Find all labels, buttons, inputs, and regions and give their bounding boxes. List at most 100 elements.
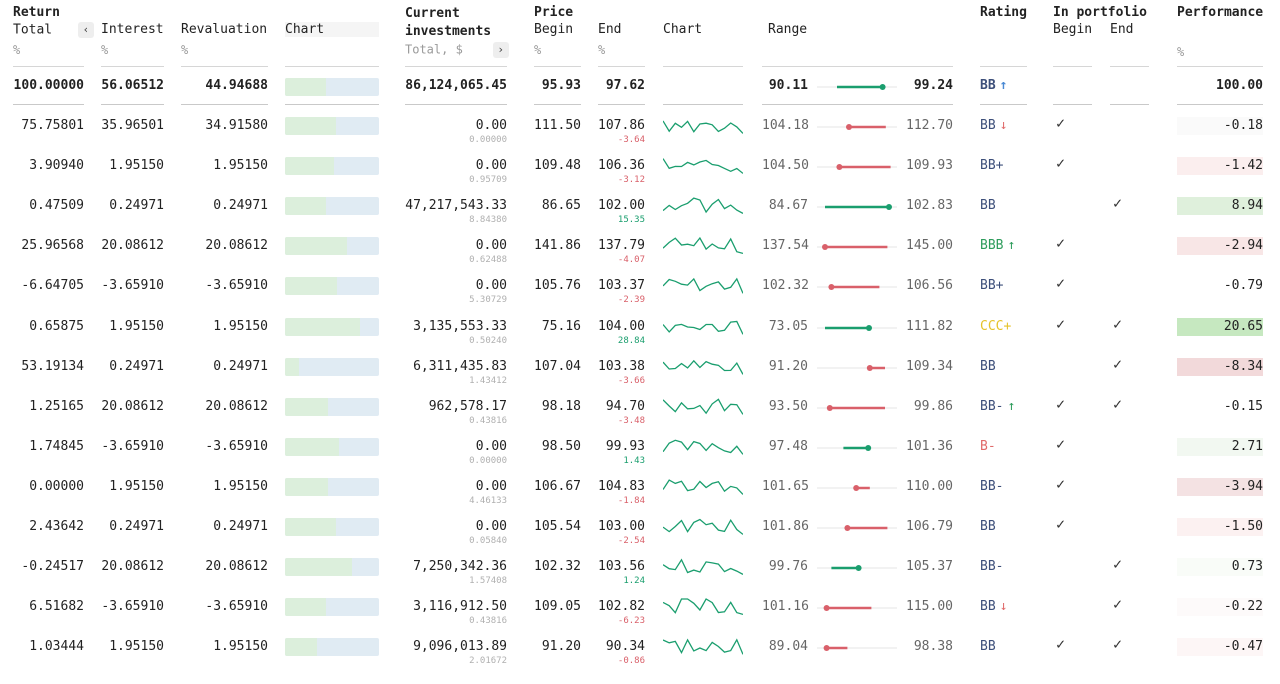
row-price-end: 102.00: [598, 198, 645, 213]
row-range-bar: [817, 164, 897, 170]
totals-revaluation: 44.94688: [205, 78, 268, 93]
totals-rule: [13, 104, 84, 105]
row-range-low: 89.04: [768, 639, 808, 654]
row-sparkline: [663, 518, 743, 535]
row-price-begin: 105.54: [534, 519, 581, 534]
row-price-end: 104.83: [598, 479, 645, 494]
row-range-low: 102.32: [762, 278, 809, 293]
range-dot: [823, 645, 830, 651]
header-rating[interactable]: Rating: [980, 5, 1027, 20]
row-price-begin: 102.32: [534, 559, 581, 574]
row-sparkline: [663, 277, 743, 294]
checkmark-icon: ✓: [1056, 274, 1066, 292]
chevron-right-icon[interactable]: ›: [492, 42, 509, 58]
range-dot: [844, 525, 851, 531]
row-chart-bar: [285, 237, 379, 255]
row-investments-sub: 0.05840: [469, 536, 507, 546]
header-price: Price: [534, 5, 574, 20]
row-total: 0.00000: [29, 479, 84, 494]
totals-chart-bar: [285, 78, 379, 96]
chevron-left-icon[interactable]: ‹: [77, 22, 94, 38]
row-interest: 0.24971: [109, 359, 164, 374]
row-sparkline: [663, 398, 743, 415]
header-chart[interactable]: Chart: [285, 22, 379, 37]
row-chart-fill: [285, 117, 336, 135]
row-performance: -8.34: [1223, 359, 1263, 374]
sparkline-path: [663, 398, 743, 415]
checkmark-icon: ✓: [1056, 635, 1066, 653]
row-total: -0.24517: [21, 559, 84, 574]
totals-range-bar-wrap: [817, 78, 897, 100]
header-price-end[interactable]: End: [598, 22, 622, 37]
row-performance-bg: [1177, 438, 1263, 456]
row-price-end: 103.56: [598, 559, 645, 574]
row-rating-label: BB: [980, 359, 996, 374]
row-range-high: 101.36: [906, 439, 953, 454]
header-total[interactable]: Total ‹: [13, 22, 94, 38]
row-range-bar: [817, 244, 897, 250]
row-revaluation: 1.95150: [213, 158, 268, 173]
header-range[interactable]: Range: [768, 22, 808, 37]
row-performance: 8.94: [1231, 198, 1263, 213]
checkmark-icon: ✓: [1113, 555, 1123, 573]
header-price-chart[interactable]: Chart: [663, 22, 703, 37]
row-investments-sub: 0.00000: [469, 456, 507, 466]
row-range-low: 93.50: [768, 399, 808, 414]
row-range-bar: [817, 525, 897, 531]
header-return: Return: [13, 5, 60, 20]
row-price-end: 107.86: [598, 118, 645, 133]
row-sparkline: [663, 439, 743, 455]
row-range-high: 99.86: [913, 399, 953, 414]
range-dot: [846, 124, 852, 130]
arrow-up-icon: ↑: [1007, 238, 1016, 253]
row-price-change: 1.43: [623, 456, 645, 466]
row-performance: -0.18: [1223, 118, 1263, 133]
row-rating: BB: [980, 359, 996, 374]
row-performance: 0.73: [1231, 559, 1263, 574]
header-total-label: Total: [13, 22, 53, 38]
row-chart-bar: [285, 358, 379, 376]
header-portfolio-begin[interactable]: Begin: [1053, 22, 1093, 37]
checkmark-icon: ✓: [1113, 355, 1123, 373]
row-interest: 20.08612: [101, 399, 164, 414]
row-rating-label: BB: [980, 639, 996, 654]
row-investments-sub: 8.84380: [469, 215, 507, 225]
row-sparkline: [663, 359, 743, 375]
totals-range-high: 99.24: [913, 78, 953, 93]
totals-price-begin: 95.93: [541, 78, 581, 93]
row-performance-bg: [1177, 558, 1263, 576]
header-current-investments[interactable]: Current investments: [405, 6, 492, 39]
header-interest[interactable]: Interest: [101, 22, 164, 37]
header-revaluation[interactable]: Revaluation: [181, 22, 268, 37]
row-performance-bg: [1177, 518, 1263, 536]
row-range-bar: [817, 485, 897, 491]
row-performance-bg: [1177, 318, 1263, 336]
header-rule: [285, 66, 379, 67]
row-performance: -3.94: [1223, 479, 1263, 494]
row-performance-bg: [1177, 598, 1263, 616]
row-price-change: -6.23: [617, 616, 645, 626]
row-performance-bg: [1177, 478, 1263, 496]
row-performance: 2.71: [1231, 439, 1263, 454]
row-price-begin: 98.50: [541, 439, 581, 454]
checkmark-icon: ✓: [1056, 435, 1066, 453]
row-investments: 0.00: [475, 118, 507, 133]
header-portfolio-end[interactable]: End: [1110, 22, 1134, 37]
header-price-begin[interactable]: Begin: [534, 22, 574, 37]
totals-investments: 86,124,065.45: [405, 78, 507, 93]
row-investments: 0.00: [475, 439, 507, 454]
header-total-usd[interactable]: Total, $ ›: [405, 42, 509, 58]
sparkline-path: [663, 638, 743, 655]
header-performance[interactable]: Performance: [1177, 5, 1264, 20]
row-range-high: 112.70: [906, 118, 953, 133]
row-revaluation: 0.24971: [213, 198, 268, 213]
row-price-end: 106.36: [598, 158, 645, 173]
row-rating-label: BB-: [980, 479, 1004, 494]
row-chart-bar: [285, 398, 379, 416]
row-price-begin: 106.67: [534, 479, 581, 494]
row-performance-bg: [1177, 358, 1263, 376]
row-chart-fill: [285, 398, 329, 416]
row-range-bar-wrap: [817, 278, 897, 300]
row-revaluation: 1.95150: [213, 639, 268, 654]
totals-rule: [598, 104, 645, 105]
